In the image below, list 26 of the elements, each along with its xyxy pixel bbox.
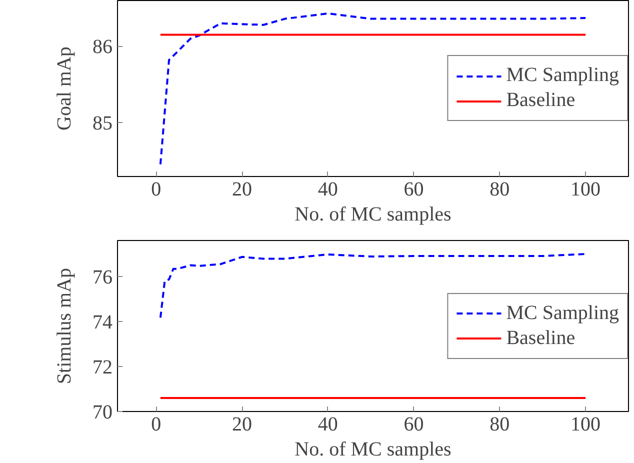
- x-tick-label: 80: [490, 178, 510, 200]
- y-tick-label: 72: [92, 356, 112, 378]
- legend-label: Baseline: [506, 326, 576, 350]
- y-tick-label: 85: [92, 112, 112, 134]
- legend-label: Baseline: [506, 89, 576, 112]
- x-tick-label: 60: [404, 178, 424, 200]
- y-tick-label: 86: [92, 36, 112, 58]
- y-axis-title: Stimulus mAp: [54, 268, 76, 384]
- x-tick-label: 100: [570, 178, 601, 200]
- legend-label: MC Sampling: [506, 302, 619, 324]
- x-tick-label: 20: [232, 178, 252, 200]
- y-tick-label: 76: [92, 266, 112, 288]
- x-tick-label: 0: [151, 178, 162, 200]
- x-tick-label: 40: [318, 414, 338, 436]
- x-tick-label: 0: [151, 414, 162, 436]
- y-tick-label: 74: [92, 312, 112, 334]
- legend-label: MC Sampling: [506, 64, 619, 87]
- x-axis-title: No. of MC samples: [294, 204, 452, 226]
- x-axis-title: No. of MC samples: [294, 438, 452, 460]
- y-axis-title: Goal mAp: [54, 46, 76, 130]
- x-tick-label: 40: [318, 178, 338, 200]
- y-tick-label: 70: [92, 402, 112, 424]
- x-tick-label: 100: [570, 414, 601, 436]
- x-tick-label: 20: [232, 414, 252, 436]
- x-tick-label: 60: [404, 414, 424, 436]
- x-tick-label: 80: [490, 414, 510, 436]
